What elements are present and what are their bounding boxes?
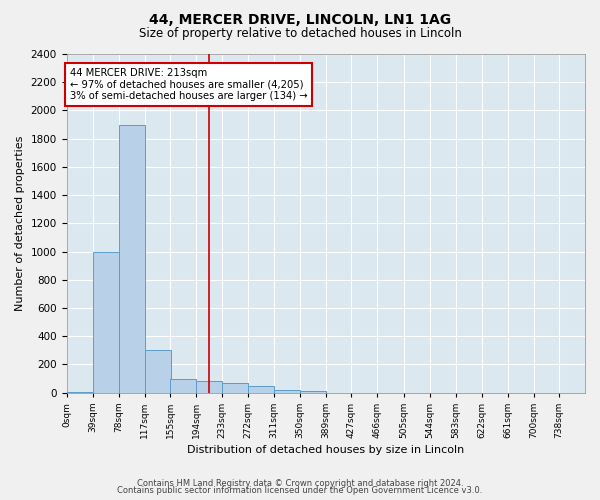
X-axis label: Distribution of detached houses by size in Lincoln: Distribution of detached houses by size … <box>187 445 464 455</box>
Text: Contains public sector information licensed under the Open Government Licence v3: Contains public sector information licen… <box>118 486 482 495</box>
Bar <box>119 124 145 392</box>
Bar <box>274 390 300 392</box>
Bar <box>92 252 119 392</box>
Bar <box>145 350 170 393</box>
Text: 44 MERCER DRIVE: 213sqm
← 97% of detached houses are smaller (4,205)
3% of semi-: 44 MERCER DRIVE: 213sqm ← 97% of detache… <box>70 68 307 102</box>
Text: Contains HM Land Registry data © Crown copyright and database right 2024.: Contains HM Land Registry data © Crown c… <box>137 478 463 488</box>
Bar <box>170 378 196 392</box>
Bar <box>248 386 274 392</box>
Text: 44, MERCER DRIVE, LINCOLN, LN1 1AG: 44, MERCER DRIVE, LINCOLN, LN1 1AG <box>149 12 451 26</box>
Y-axis label: Number of detached properties: Number of detached properties <box>15 136 25 311</box>
Bar <box>222 384 248 392</box>
Bar <box>300 391 326 392</box>
Bar <box>196 380 222 392</box>
Text: Size of property relative to detached houses in Lincoln: Size of property relative to detached ho… <box>139 28 461 40</box>
